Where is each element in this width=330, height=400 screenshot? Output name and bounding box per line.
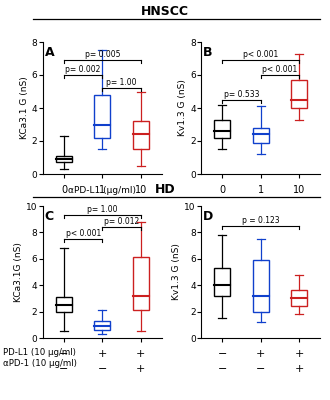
Text: +: + — [136, 364, 145, 374]
Text: −: − — [59, 364, 69, 374]
Y-axis label: KCa3.1 G (nS): KCa3.1 G (nS) — [20, 77, 29, 139]
Bar — [94, 321, 110, 330]
Bar — [56, 156, 72, 162]
Text: +: + — [294, 364, 304, 374]
Text: 10: 10 — [135, 184, 147, 194]
Y-axis label: Kv1.3 G (nS): Kv1.3 G (nS) — [178, 80, 187, 136]
Text: C: C — [45, 210, 54, 223]
Text: HD: HD — [155, 183, 175, 196]
Text: B: B — [203, 46, 213, 59]
Text: −: − — [256, 364, 265, 374]
Text: p= 0.012: p= 0.012 — [104, 217, 139, 226]
Bar — [291, 80, 307, 108]
Text: +: + — [136, 348, 145, 358]
Text: −: − — [218, 364, 227, 374]
Text: p= 0.005: p= 0.005 — [84, 50, 120, 59]
Bar — [214, 268, 230, 296]
Text: p= 1.00: p= 1.00 — [87, 205, 117, 214]
Text: +: + — [98, 348, 107, 358]
Bar — [133, 121, 149, 149]
Text: p = 0.123: p = 0.123 — [242, 216, 280, 225]
Bar — [291, 290, 307, 306]
Text: +: + — [256, 348, 265, 358]
Text: 0: 0 — [61, 184, 67, 194]
Text: αPD-1 (10 μg/ml): αPD-1 (10 μg/ml) — [3, 360, 77, 368]
Text: A: A — [45, 46, 54, 59]
Text: −: − — [218, 348, 227, 358]
Bar — [133, 258, 149, 310]
Text: p< 0.001: p< 0.001 — [262, 65, 297, 74]
Text: p< 0.001: p< 0.001 — [243, 50, 278, 59]
Text: −: − — [98, 364, 107, 374]
Bar — [253, 260, 269, 312]
Text: 1: 1 — [258, 184, 264, 194]
Text: PD-L1 (10 μg/ml): PD-L1 (10 μg/ml) — [3, 348, 76, 357]
Text: p= 1.00: p= 1.00 — [106, 78, 137, 87]
Text: 10: 10 — [293, 184, 305, 194]
Text: HNSCC: HNSCC — [141, 5, 189, 18]
Text: −: − — [59, 348, 69, 358]
Bar — [214, 120, 230, 138]
Text: D: D — [203, 210, 214, 223]
Text: p= 0.002: p= 0.002 — [65, 65, 101, 74]
Text: +: + — [294, 348, 304, 358]
Text: 0: 0 — [219, 184, 225, 194]
Text: p= 0.533: p= 0.533 — [224, 90, 259, 99]
Text: 1: 1 — [99, 184, 105, 194]
Y-axis label: Kv1.3 G (nS): Kv1.3 G (nS) — [173, 244, 182, 300]
Bar — [56, 297, 72, 312]
Y-axis label: KCa3.1G (nS): KCa3.1G (nS) — [14, 242, 23, 302]
Bar — [253, 128, 269, 143]
Bar — [94, 95, 110, 138]
Text: p< 0.001: p< 0.001 — [66, 229, 101, 238]
Text: αPD-L1 (μg/ml): αPD-L1 (μg/ml) — [68, 186, 136, 195]
